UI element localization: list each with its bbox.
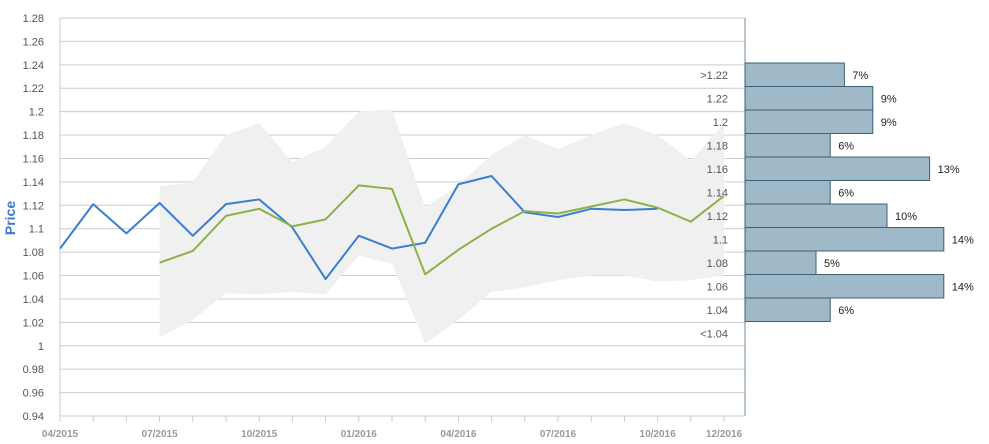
y-tick-label: 0.96	[23, 388, 44, 400]
histogram-pct-label: 9%	[881, 93, 897, 105]
histogram-bin-label: 1.2	[713, 117, 728, 129]
y-tick-label: 1.18	[23, 130, 44, 142]
histogram-bar	[744, 62, 845, 87]
series-lines	[59, 175, 725, 281]
green-series-line	[159, 184, 725, 276]
histogram-pct-label: 14%	[952, 234, 974, 246]
y-tick-label: 0.98	[23, 364, 44, 376]
histogram-bar	[744, 203, 888, 228]
histogram-bin-label: 1.16	[707, 164, 728, 176]
x-tick-label: 12/2016	[706, 429, 743, 440]
y-tick-label: 1.2	[29, 107, 44, 119]
x-tick-label: 01/2016	[341, 429, 378, 440]
histogram-pct-label: 14%	[952, 281, 974, 293]
y-axis-label: Price	[2, 201, 18, 235]
histogram-bin-label: 1.04	[707, 305, 728, 317]
x-axis-ticks: 04/2015 07/2015 10/2015 01/2016 04/2016 07/20…	[42, 429, 743, 440]
histogram-bin-label: 1.06	[707, 281, 728, 293]
band-area	[159, 109, 725, 344]
histogram-pct-label: 13%	[938, 164, 960, 176]
x-tick-label: 07/2016	[540, 429, 577, 440]
forecast-band	[159, 109, 725, 344]
y-tick-label: 1	[38, 341, 44, 353]
histogram-pct-label: 5%	[824, 258, 840, 270]
histogram-bar	[744, 86, 874, 111]
histogram-bar	[744, 133, 831, 158]
x-tick-label: 04/2015	[42, 429, 79, 440]
x-tick-label: 04/2016	[440, 429, 477, 440]
y-tick-label: 0.94	[23, 411, 44, 423]
histogram-bar	[744, 297, 831, 322]
y-tick-label: 1.08	[23, 247, 44, 259]
histogram-bin-label: <1.04	[700, 328, 728, 340]
y-tick-label: 1.06	[23, 271, 44, 283]
y-tick-label: 1.02	[23, 317, 44, 329]
histogram-pct-label: 6%	[838, 187, 854, 199]
histogram-pct-label: 10%	[895, 211, 917, 223]
y-tick-label: 1.1	[29, 224, 44, 236]
histogram-bin-label: >1.22	[700, 70, 728, 82]
histogram-bin-label: 1.08	[707, 258, 728, 270]
y-tick-label: 1.12	[23, 200, 44, 212]
y-tick-label: 1.22	[23, 83, 44, 95]
x-tick-label: 10/2015	[241, 429, 278, 440]
histogram-pct-label: 9%	[881, 117, 897, 129]
histogram-bin-label: 1.18	[707, 140, 728, 152]
y-tick-label: 1.14	[23, 177, 44, 189]
x-tick-label: 10/2016	[640, 429, 677, 440]
histogram-bar	[744, 180, 831, 205]
histogram-bin-label: 1.1	[713, 234, 728, 246]
histogram-bar	[744, 227, 945, 252]
histogram-bar	[744, 250, 817, 275]
histogram-bin-label: 1.12	[707, 211, 728, 223]
histogram-bar	[744, 109, 874, 134]
histogram-bar	[744, 274, 945, 299]
histogram: >1.22 7% 1.22 9% 1.2 9% 1.18 6% 1.16 13% 1.14 6% 1.1…	[700, 62, 974, 340]
blue-series-line	[59, 175, 658, 281]
histogram-pct-label: 6%	[838, 140, 854, 152]
y-tick-label: 1.28	[23, 13, 44, 25]
y-tick-label: 1.16	[23, 153, 44, 165]
histogram-bin-label: 1.14	[707, 187, 728, 199]
y-tick-label: 1.24	[23, 60, 44, 72]
histogram-bar	[744, 156, 931, 181]
y-axis-ticks: 1.28 1.26 1.24 1.22 1.2 1.18 1.16 1.14 1.12 1.1 1.…	[23, 13, 44, 423]
histogram-pct-label: 7%	[852, 70, 868, 82]
histogram-pct-label: 6%	[838, 305, 854, 317]
y-tick-label: 1.04	[23, 294, 44, 306]
y-tick-label: 1.26	[23, 36, 44, 48]
x-tick-label: 07/2015	[142, 429, 179, 440]
histogram-bin-label: 1.22	[707, 93, 728, 105]
